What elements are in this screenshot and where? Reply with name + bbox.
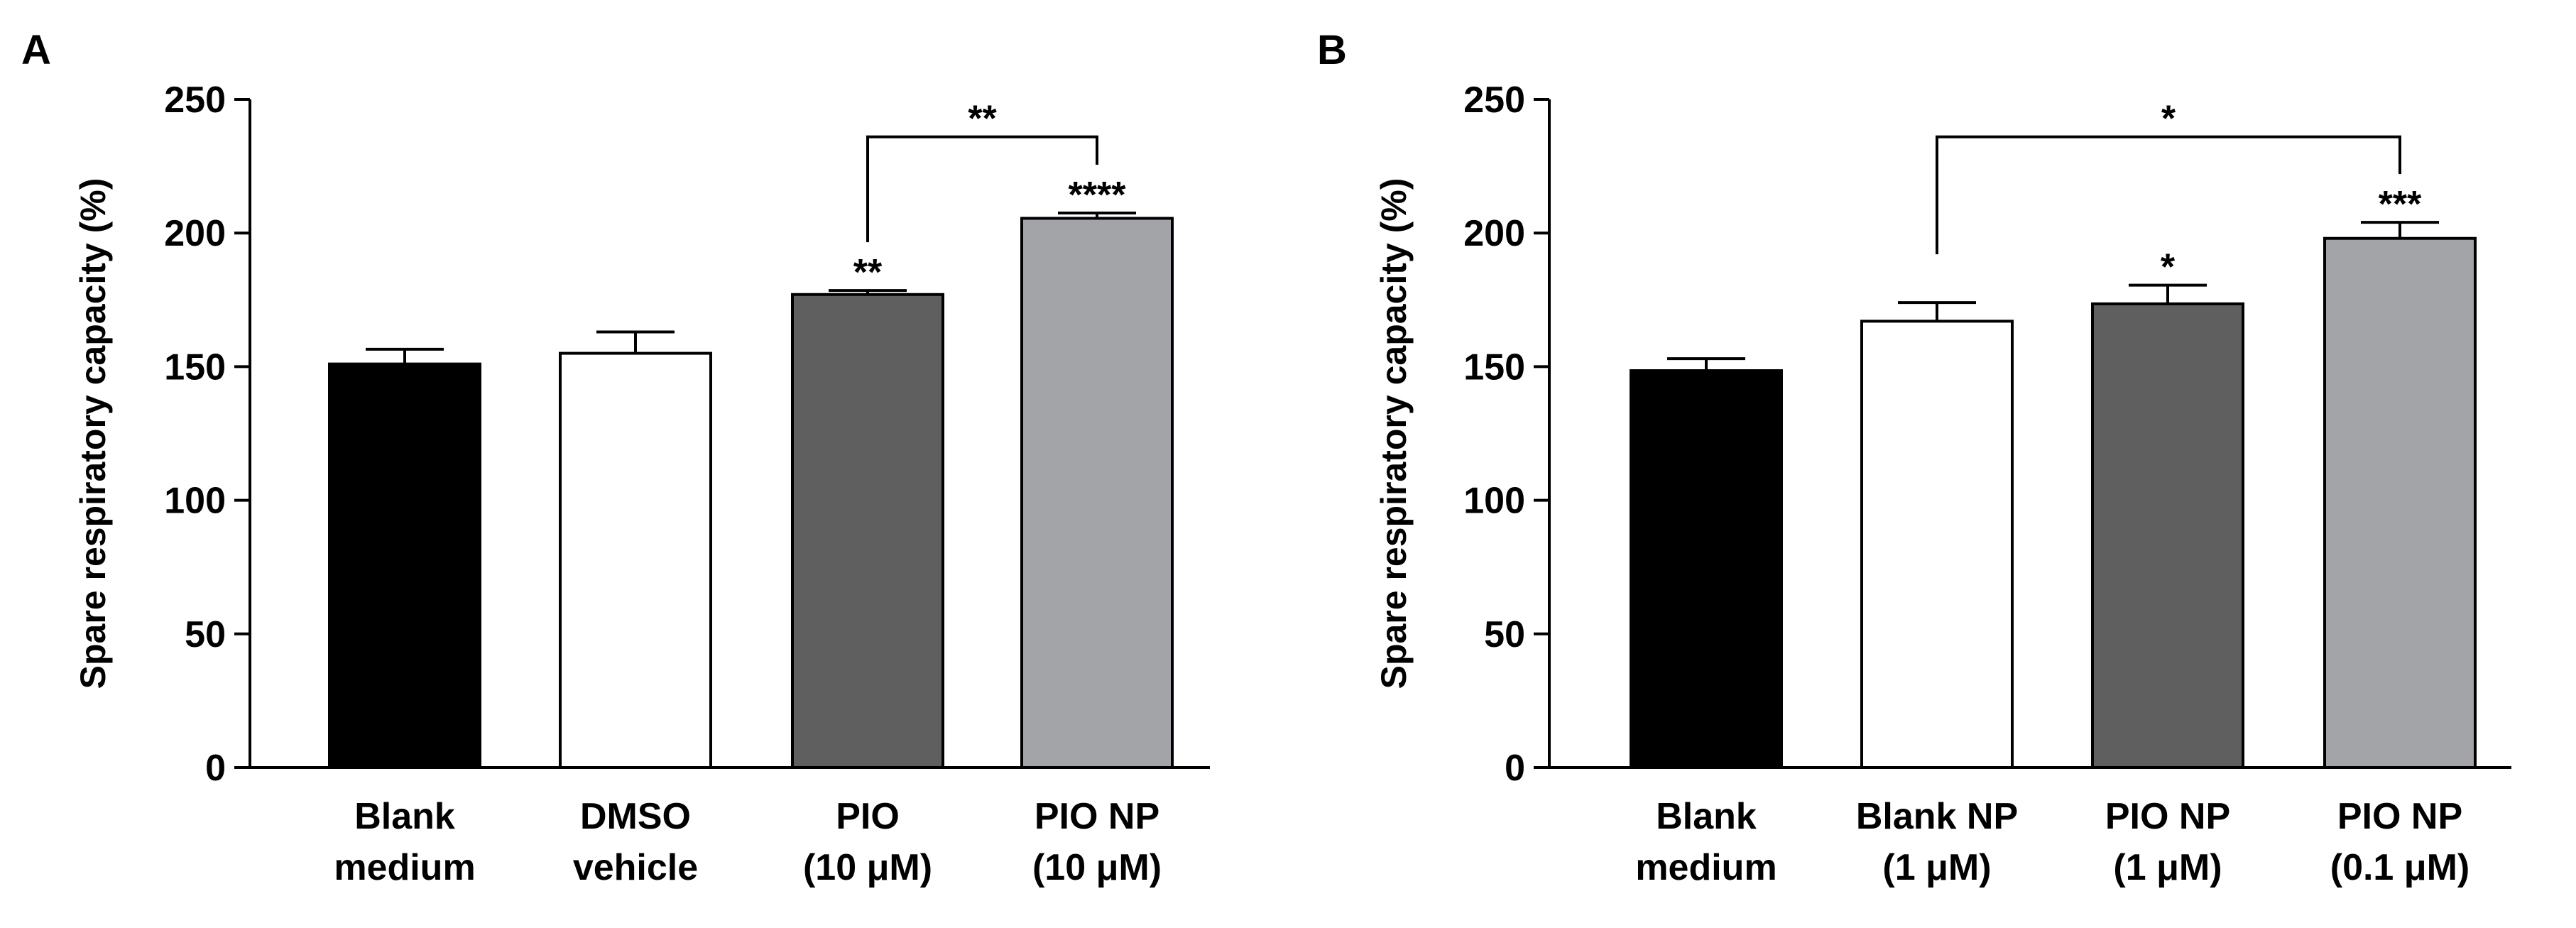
significance-label: * (2161, 247, 2176, 288)
x-tick-label: (1 μM) (2113, 847, 2222, 888)
y-tick-label: 100 (1463, 481, 1525, 522)
panel-a: A Spare respiratory capacity (%) 0 50 100 150… (21, 27, 1210, 888)
x-tick-label: Blank (354, 796, 455, 837)
bar (1630, 369, 1783, 769)
bracket-significance-label: ** (968, 99, 997, 140)
x-tick-label: Blank NP (1856, 796, 2018, 837)
y-tick-label: 150 (164, 346, 226, 388)
x-tick-label: (1 μM) (1882, 847, 1991, 888)
panel-b: B Spare respiratory capacity (%) 0 50 100 150… (1317, 27, 2511, 888)
bar (559, 351, 712, 769)
bar (1020, 217, 1174, 769)
y-tick-label: 100 (164, 481, 226, 522)
x-tick-label: vehicle (573, 847, 698, 888)
x-tick-label: medium (334, 847, 475, 888)
x-tick-label: (10 μM) (803, 847, 932, 888)
bar (2323, 236, 2477, 769)
x-tick-label: (10 μM) (1032, 847, 1162, 888)
bar (791, 293, 944, 770)
x-tick-label: PIO NP (1035, 796, 1159, 837)
y-tick-label: 250 (1463, 80, 1525, 121)
y-tick-label: 0 (205, 748, 226, 789)
x-tick-label: Blank (1656, 796, 1757, 837)
y-tick-label: 50 (185, 614, 226, 655)
y-tick-label: 0 (1505, 748, 1525, 789)
significance-label: **** (1069, 175, 1127, 216)
x-tick-label: PIO (836, 796, 900, 837)
y-axis-title: Spare respiratory capacity (%) (73, 178, 113, 689)
bar (328, 362, 481, 769)
significance-label: ** (853, 252, 883, 293)
x-tick-label: DMSO (580, 796, 691, 837)
bar (1860, 320, 2014, 769)
x-tick-label: PIO NP (2337, 796, 2462, 837)
y-tick-label: 250 (164, 80, 226, 121)
panel-label: B (1317, 27, 1347, 73)
significance-label: *** (2379, 184, 2422, 225)
y-tick-label: 150 (1463, 346, 1525, 388)
y-tick-label: 200 (164, 213, 226, 254)
bracket-significance-label: * (2161, 99, 2176, 140)
y-tick-label: 50 (1484, 614, 1525, 655)
bar (2091, 302, 2244, 770)
x-tick-label: medium (1635, 847, 1777, 888)
y-tick-label: 200 (1463, 213, 1525, 254)
x-tick-label: (0.1 μM) (2330, 847, 2470, 888)
comparison-bracket (866, 135, 1098, 243)
y-axis-title: Spare respiratory capacity (%) (1374, 178, 1414, 689)
comparison-bracket (1936, 135, 2401, 255)
panel-label: A (21, 27, 51, 73)
x-tick-label: PIO NP (2105, 796, 2230, 837)
